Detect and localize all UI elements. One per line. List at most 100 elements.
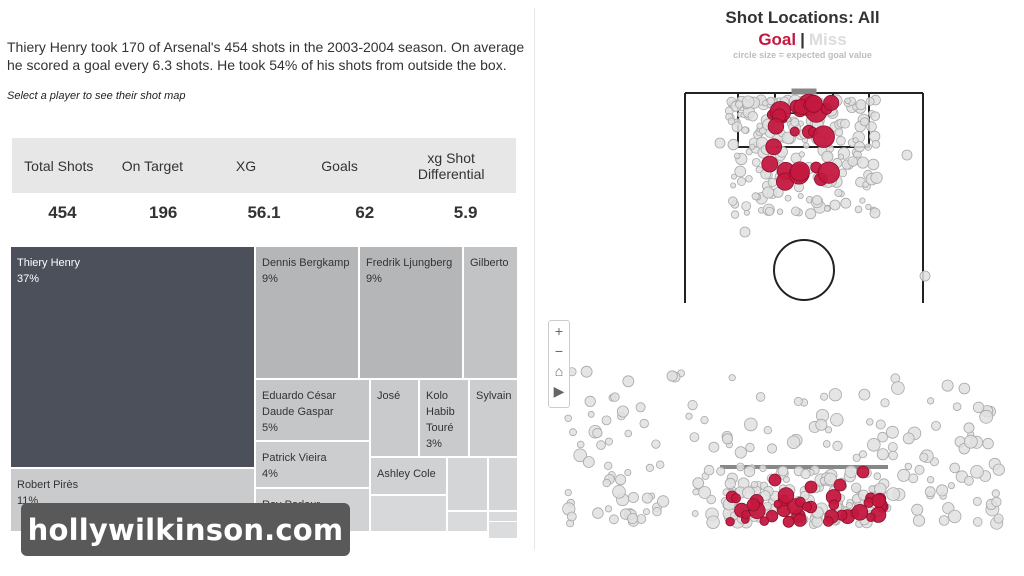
tile-pct: 9% — [366, 273, 382, 285]
shot-dot-miss — [919, 270, 931, 282]
treemap-tile-eduardo[interactable]: Eduardo César Daude Gaspar 5% — [255, 379, 370, 441]
shot-dot-goal — [768, 473, 782, 487]
treemap-tile-thierry-henry[interactable]: Thiery Henry 37% — [10, 246, 255, 468]
shot-dot-miss — [952, 402, 962, 412]
shot-dot-miss — [805, 208, 817, 220]
shot-dot-miss — [936, 484, 949, 497]
shot-dot-miss — [730, 173, 737, 180]
shot-dot-miss — [919, 452, 929, 462]
treemap-tile-small-1[interactable] — [447, 457, 488, 511]
shot-dot-miss — [700, 415, 709, 425]
tile-name: Eduardo César Daude Gaspar — [262, 390, 336, 418]
home-icon[interactable]: ⌂ — [554, 363, 564, 379]
kpi-value-on-target: 196 — [149, 203, 178, 222]
shot-dot-miss — [604, 505, 613, 513]
shot-dot-miss — [891, 381, 905, 395]
shot-dot-miss — [888, 450, 898, 461]
shot-dot-goal — [773, 499, 783, 509]
shot-dot-miss — [751, 192, 760, 201]
shot-dot-miss — [963, 434, 978, 449]
zoom-in-button[interactable]: + — [554, 323, 564, 339]
zoom-out-button[interactable]: − — [554, 343, 564, 359]
shot-dot-miss — [755, 166, 763, 174]
shot-dot-miss — [734, 165, 747, 178]
center-circle — [773, 239, 835, 301]
shot-dot-miss — [824, 426, 833, 434]
shot-dot-miss — [635, 402, 646, 413]
tile-name: Sylvain — [476, 390, 512, 402]
shot-dot-miss — [745, 175, 753, 183]
shot-dot-goal — [782, 515, 795, 528]
shot-dot-miss — [645, 463, 655, 472]
shot-dot-miss — [911, 503, 924, 516]
shot-map-legend: Goal | Miss — [535, 30, 1024, 50]
pitch-lower-goal — [720, 465, 888, 469]
shot-dot-miss — [733, 152, 741, 160]
summary-line-2: he scored a goal every 6.3 shots. He too… — [7, 57, 507, 73]
treemap-tile-dennis-bergkamp[interactable]: Dennis Bergkamp 9% — [255, 246, 359, 379]
shot-dot-miss — [904, 462, 912, 471]
shot-dot-miss — [912, 514, 926, 527]
shot-dot-miss — [791, 206, 801, 216]
shot-dot-miss — [777, 465, 789, 477]
shot-dot-miss — [963, 475, 974, 486]
shot-dot-miss — [823, 472, 837, 486]
shot-dot-miss — [834, 128, 844, 137]
shot-dot-miss — [880, 398, 890, 408]
shot-dot-miss — [897, 468, 911, 482]
website-text: hollywilkinson.com — [27, 512, 344, 547]
shot-dot-miss — [926, 476, 935, 484]
shot-map-chart[interactable] — [535, 0, 1024, 576]
select-player-hint: Select a player to see their shot map — [7, 90, 186, 102]
shot-dot-miss — [877, 431, 888, 443]
shot-dot-miss — [947, 482, 955, 490]
shot-dot-miss — [886, 487, 901, 502]
treemap-tile-kolo-toure[interactable]: Kolo Habib Touré 3% — [419, 379, 469, 457]
shot-dot-goal — [817, 161, 840, 184]
shot-dot-miss — [641, 492, 653, 504]
treemap-tile-small-6[interactable] — [488, 521, 518, 539]
shot-dot-miss — [566, 511, 577, 522]
shot-dot-miss — [666, 370, 678, 382]
legend-miss[interactable]: Miss — [808, 30, 847, 49]
shot-dot-miss — [885, 425, 899, 439]
shot-dot-miss — [564, 414, 572, 422]
shot-dot-miss — [844, 465, 858, 479]
shot-dot-miss — [786, 435, 801, 449]
shot-dot-miss — [743, 465, 756, 478]
treemap-tile-sylvain[interactable]: Sylvain — [469, 379, 518, 457]
shot-dot-goal — [823, 94, 840, 111]
treemap-tile-gilberto[interactable]: Gilberto — [463, 246, 518, 379]
shot-dot-miss — [616, 405, 629, 418]
treemap-tile-jose[interactable]: José — [370, 379, 419, 457]
shot-dot-miss — [854, 205, 863, 214]
shot-dot-goal — [767, 118, 785, 135]
panel-divider — [534, 8, 535, 550]
shot-dot-miss — [602, 478, 611, 488]
shot-dot-goal — [730, 493, 741, 504]
kpi-value-xg-shot-differential: 5.9 — [453, 203, 478, 222]
shot-dot-miss — [741, 126, 749, 134]
kpi-value-goals: 62 — [355, 203, 375, 222]
treemap-tile-ashley-cole[interactable]: Ashley Cole — [370, 457, 447, 495]
shot-dot-miss — [820, 392, 829, 401]
shot-dot-miss — [573, 448, 587, 463]
treemap-tile-fredrik-ljungberg[interactable]: Fredrik Ljungberg 9% — [359, 246, 463, 379]
treemap-tile-small-4[interactable] — [447, 511, 488, 532]
play-icon[interactable]: ▶ — [553, 382, 565, 399]
treemap-tile-small-3[interactable] — [370, 495, 447, 532]
shot-dot-miss — [636, 514, 647, 524]
shot-dot-goal — [761, 155, 779, 173]
shot-dot-miss — [692, 477, 705, 489]
treemap-tile-small-2[interactable] — [488, 457, 518, 511]
shot-dot-miss — [797, 192, 804, 199]
treemap-tile-patrick-vieira[interactable]: Patrick Vieira 4% — [255, 441, 370, 488]
zoom-controls: + − ⌂ ▶ — [548, 320, 570, 408]
shot-dot-miss — [627, 491, 639, 503]
size-note: circle size = expected goal value — [733, 50, 872, 60]
shot-dot-miss — [867, 158, 880, 171]
shot-dot-miss — [887, 442, 898, 453]
shot-dot-miss — [866, 418, 874, 426]
legend-goal[interactable]: Goal — [758, 30, 797, 49]
shot-dot-miss — [736, 462, 745, 472]
